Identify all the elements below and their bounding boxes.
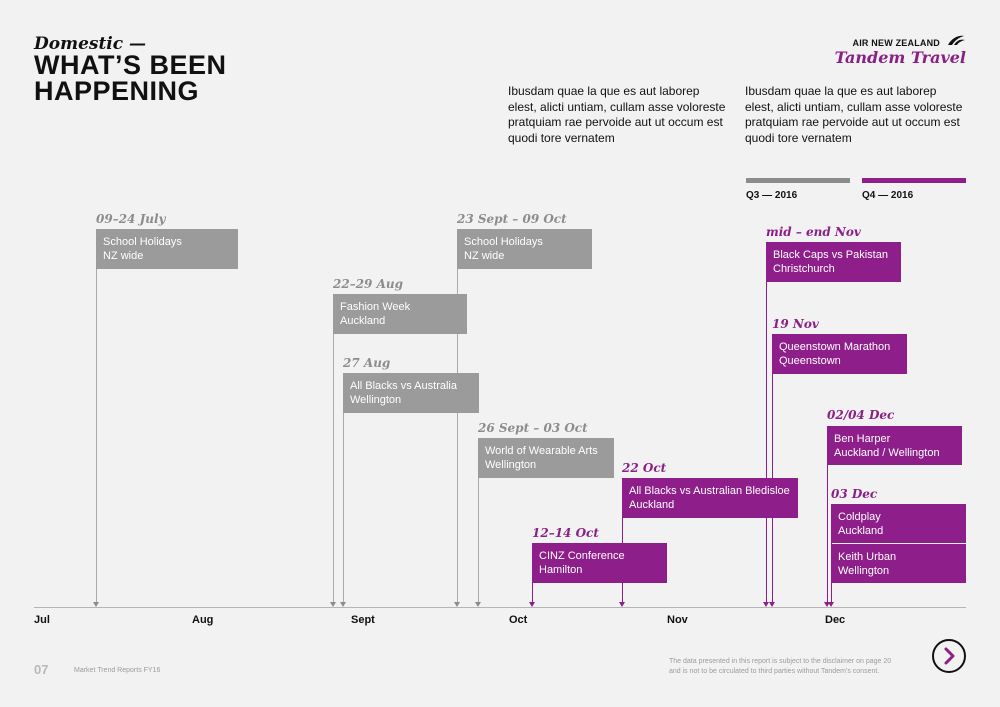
chevron-right-icon — [944, 647, 955, 665]
disclaimer: The data presented in this report is sub… — [669, 657, 919, 677]
event-location: Hamilton — [539, 563, 583, 576]
event-date: 27 Aug — [343, 356, 391, 370]
event-card: Queenstown Marathon Queenstown — [772, 334, 907, 374]
disclaimer-line-1: The data presented in this report is sub… — [669, 658, 892, 665]
event-date: 19 Nov — [772, 317, 819, 331]
event-card: School Holidays NZ wide — [96, 229, 238, 269]
event-title: All Blacks vs Australian Bledisloe — [629, 485, 790, 497]
event-title: World of Wearable Arts — [485, 445, 598, 457]
event-location: NZ wide — [103, 249, 144, 262]
event-location: Auckland — [629, 498, 675, 511]
event-arrow — [769, 602, 775, 607]
legend-label-q3: Q3 — 2016 — [746, 190, 798, 201]
event-card: CINZ Conference Hamilton — [532, 543, 667, 583]
title-line-1: WHAT’S BEEN — [34, 50, 227, 80]
event-date: 09–24 July — [96, 212, 166, 226]
intro-paragraph-q3: Ibusdam quae la que es aut laborep elest… — [508, 84, 726, 145]
month-label-sept: Sept — [351, 614, 375, 626]
event-connector — [827, 426, 828, 602]
intro-paragraph-q4: Ibusdam quae la que es aut laborep elest… — [745, 84, 963, 145]
event-arrow — [93, 602, 99, 607]
legend-swatch-q4 — [862, 178, 966, 183]
event-location: Wellington — [350, 393, 402, 406]
event-card: Fashion Week Auckland — [333, 294, 467, 334]
report-title: Market Trend Reports FY16 — [74, 667, 161, 674]
page-title: WHAT’S BEEN HAPPENING — [34, 50, 294, 106]
airline-name: AIR NEW ZEALAND — [852, 38, 940, 48]
event-card: Ben Harper Auckland / Wellington — [827, 426, 962, 465]
event-location: Wellington — [838, 564, 890, 577]
event-title: CINZ Conference — [539, 550, 625, 562]
event-date: 22 Oct — [622, 461, 667, 475]
title-line-2: HAPPENING — [34, 76, 200, 106]
brand-name: Tandem Travel — [834, 48, 966, 67]
event-connector — [766, 242, 767, 602]
month-label-nov: Nov — [667, 614, 688, 626]
fern-koru-icon — [948, 35, 965, 45]
event-connector — [478, 438, 479, 602]
event-arrow — [763, 602, 769, 607]
month-label-jul: Jul — [34, 614, 50, 626]
event-card: Black Caps vs Pakistan Christchurch — [766, 242, 901, 282]
disclaimer-line-2: and is not to be circulated to third par… — [669, 668, 880, 675]
event-title: Keith Urban — [838, 551, 897, 563]
event-location: Queenstown — [779, 354, 841, 367]
event-title: School Holidays — [464, 236, 543, 248]
event-card: All Blacks vs Australian Bledisloe Auckl… — [622, 478, 798, 518]
event-arrow — [824, 602, 830, 607]
event-title: Black Caps vs Pakistan — [773, 249, 888, 261]
section-eyebrow: Domestic — — [34, 34, 147, 54]
next-page-button[interactable] — [932, 639, 966, 673]
event-location: Auckland — [340, 314, 386, 327]
month-label-dec: Dec — [825, 614, 846, 626]
event-connector — [333, 294, 334, 602]
event-arrow — [454, 602, 460, 607]
event-date: 03 Dec — [831, 487, 878, 501]
event-title: Ben Harper — [834, 433, 891, 445]
event-arrow — [619, 602, 625, 607]
month-label-oct: Oct — [509, 614, 528, 626]
event-connector — [622, 478, 623, 602]
legend-label-q4: Q4 — 2016 — [862, 190, 914, 201]
event-title: School Holidays — [103, 236, 182, 248]
event-connector — [96, 268, 97, 602]
event-location: Auckland / Wellington — [834, 446, 940, 459]
page-number: 07 — [34, 662, 49, 677]
event-connector — [772, 334, 773, 602]
event-date: 26 Sept – 03 Oct — [478, 421, 588, 435]
event-title: All Blacks vs Australia — [350, 380, 457, 392]
event-arrow — [475, 602, 481, 607]
event-card: Coldplay Auckland — [831, 504, 966, 543]
event-arrow — [330, 602, 336, 607]
event-location: NZ wide — [464, 249, 505, 262]
event-connector — [457, 229, 458, 602]
event-date: 22–29 Aug — [333, 277, 404, 291]
event-arrow — [340, 602, 346, 607]
event-card: All Blacks vs Australia Wellington — [343, 373, 479, 413]
timeline-axis — [34, 607, 966, 608]
event-card: School Holidays NZ wide — [457, 229, 592, 269]
event-date: 02/04 Dec — [827, 408, 895, 422]
event-date: 23 Sept – 09 Oct — [457, 212, 567, 226]
event-card: Keith Urban Wellington — [831, 544, 966, 583]
event-title: Queenstown Marathon — [779, 341, 891, 353]
event-location: Wellington — [485, 458, 537, 471]
event-date: 12–14 Oct — [532, 526, 599, 540]
event-arrow — [828, 602, 834, 607]
legend-swatch-q3 — [746, 178, 850, 183]
event-location: Auckland — [838, 524, 884, 537]
event-title: Fashion Week — [340, 301, 411, 313]
event-title: Coldplay — [838, 511, 881, 523]
event-arrow — [529, 602, 535, 607]
event-location: Christchurch — [773, 262, 835, 275]
event-connector — [343, 373, 344, 602]
month-label-aug: Aug — [192, 614, 214, 626]
event-date: mid – end Nov — [766, 225, 861, 239]
event-card: World of Wearable Arts Wellington — [478, 438, 614, 478]
